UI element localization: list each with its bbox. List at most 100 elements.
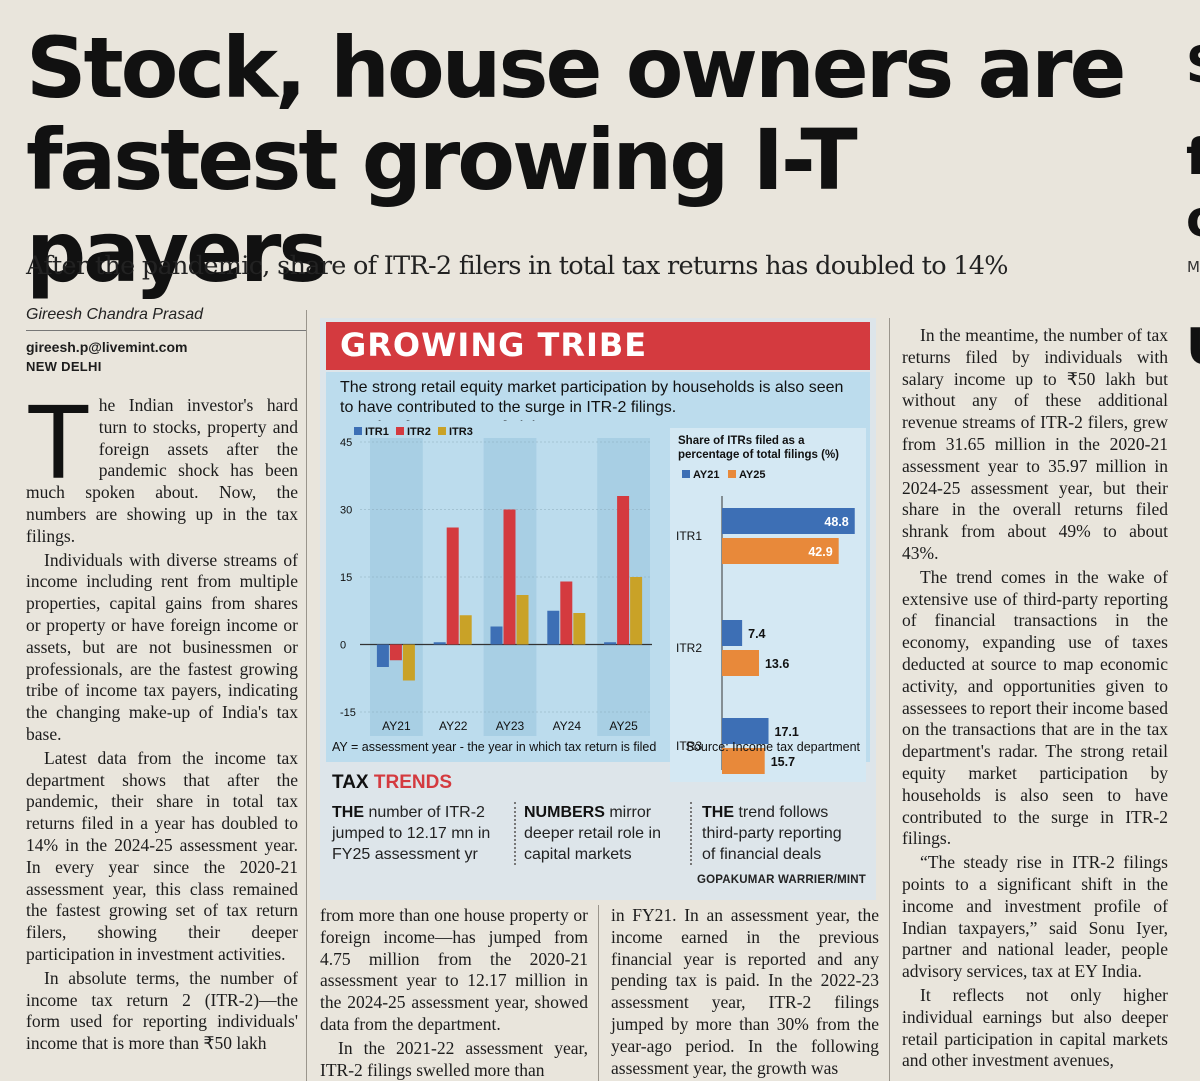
y-tick-label: 0 (340, 640, 346, 652)
trend-item: THE number of ITR-2 jumped to 12.17 mn i… (332, 802, 500, 865)
legend-swatch-itr3 (438, 427, 446, 435)
article-paragraph: in FY21. In an assessment year, the inco… (611, 905, 879, 1078)
trend-text: trend follows third-party reporting of f… (702, 804, 842, 863)
article-paragraph: In absolute terms, the number of income … (26, 967, 298, 1054)
lead-text: he Indian investor's hard turn to stocks… (26, 395, 298, 546)
tax-trends-title-a: TAX (332, 772, 369, 793)
x-tick-label: AY24 (553, 719, 582, 733)
year-band (370, 438, 423, 736)
drop-cap: T (26, 383, 91, 501)
article-paragraph: In the 2021-22 assessment year, ITR-2 fi… (320, 1037, 588, 1080)
adjacent-article-edge: S f o M U (1180, 0, 1200, 1081)
hbar-value-label: 7.4 (748, 627, 765, 641)
bar-itr2-ay22 (446, 527, 459, 645)
column-rule (598, 905, 599, 1081)
bar-itr3-ay22 (459, 615, 472, 645)
x-tick-label: AY25 (609, 719, 638, 733)
bar-itr2-ay24 (560, 581, 573, 645)
hbar-value-label: 42.9 (808, 545, 832, 559)
hbar-value-label: 13.6 (765, 657, 789, 671)
article-paragraph: Latest data from the income tax departme… (26, 747, 298, 964)
chart-panel: The strong retail equity market particip… (326, 372, 870, 782)
charts-svg: Year-on-year growth in ITR filings (%) IT… (332, 420, 866, 782)
byline: Gireesh Chandra Prasad gireesh.p@livemin… (26, 306, 306, 374)
article-paragraph: In the meantime, the number of tax retur… (902, 325, 1168, 563)
share-category-label: ITR3 (676, 739, 702, 753)
x-tick-label: AY21 (382, 719, 411, 733)
hbar-itr1-ay25 (722, 538, 839, 564)
bar-itr3-ay25 (630, 577, 643, 645)
hbar-value-label: 15.7 (771, 755, 795, 769)
hbar-value-label: 17.1 (775, 725, 799, 739)
infographic-banner: GROWING TRIBE (326, 322, 870, 370)
legend-swatch-itr2 (396, 427, 404, 435)
legend-label-ay21: AY21 (693, 469, 720, 481)
chart-source: Source: Income tax department (685, 740, 860, 754)
article-column-3: in FY21. In an assessment year, the inco… (611, 905, 879, 1081)
bar-itr2-ay23 (503, 509, 516, 645)
headline-line-2: fastest growing I-T payers (26, 111, 858, 301)
subheadline: After the pandemic, share of ITR-2 filer… (26, 251, 1009, 281)
tax-trends-title: TAX TRENDS (332, 772, 452, 794)
cut-off-glyph: S (1186, 36, 1200, 94)
chart-1-title: Year-on-year growth in ITR filings (%) (332, 420, 537, 421)
cut-off-glyph: f (1186, 128, 1200, 186)
trend-text: mirror deeper retail role in capital mar… (524, 804, 661, 863)
y-tick-label: 45 (340, 437, 352, 449)
infographic: GROWING TRIBE The strong retail equity m… (320, 318, 876, 900)
author-email: gireesh.p@livemint.com (26, 339, 188, 355)
article-paragraph: Individuals with diverse streams of inco… (26, 549, 298, 744)
bar-itr3-ay21 (402, 644, 415, 681)
article-column-4: In the meantime, the number of tax retur… (902, 325, 1168, 1074)
legend-swatch-ay21 (682, 470, 690, 478)
hbar-value-label: 48.8 (824, 515, 848, 529)
article-paragraph: It reflects not only higher individual e… (902, 984, 1168, 1071)
column-rule (889, 318, 890, 1081)
trend-item: THE trend follows third-party reporting … (690, 802, 858, 865)
legend-label-itr3: ITR3 (449, 426, 473, 438)
cut-off-glyph: o (1186, 190, 1200, 248)
article-paragraph: The trend comes in the wake of extensive… (902, 566, 1168, 849)
infographic-deck: The strong retail equity market particip… (340, 379, 844, 416)
bar-itr2-ay25 (617, 496, 630, 645)
bar-itr1-ay25 (604, 642, 617, 645)
share-category-label: ITR2 (676, 641, 702, 655)
legend-label-itr1: ITR1 (365, 426, 389, 438)
trend-lead: THE (702, 804, 734, 821)
graphic-credit: GOPAKUMAR WARRIER/MINT (696, 874, 866, 886)
trend-lead: NUMBERS (524, 804, 605, 821)
share-category-label: ITR1 (676, 529, 702, 543)
cut-off-glyph: M (1187, 258, 1200, 276)
bar-itr3-ay23 (516, 595, 529, 645)
legend-swatch-itr1 (354, 427, 362, 435)
bar-itr1-ay23 (490, 626, 503, 645)
trend-lead: THE (332, 804, 364, 821)
bar-itr1-ay22 (433, 642, 446, 645)
cut-off-glyph: U (1186, 318, 1200, 376)
bar-itr1-ay21 (376, 644, 389, 667)
dateline: NEW DELHI (26, 359, 102, 374)
chart-2-title-line-2: percentage of total filings (%) (678, 449, 839, 461)
bar-itr3-ay24 (573, 613, 586, 645)
article-paragraph: “The steady rise in ITR-2 filings points… (902, 852, 1168, 982)
hbar-itr3-ay21 (722, 718, 769, 744)
legend-swatch-ay25 (728, 470, 736, 478)
y-tick-label: 30 (340, 505, 352, 517)
chart-footnote: AY = assessment year - the year in which… (332, 740, 657, 754)
hbar-itr3-ay25 (722, 748, 765, 774)
y-tick-label: 15 (340, 572, 352, 584)
headline: Stock, house owners are fastest growing … (26, 22, 1166, 298)
trend-text: number of ITR-2 jumped to 12.17 mn in FY… (332, 804, 491, 863)
hbar-itr1-ay21 (722, 508, 855, 534)
legend-label-ay25: AY25 (739, 469, 766, 481)
author-name: Gireesh Chandra Prasad (26, 306, 306, 331)
y-tick-label: -15 (340, 707, 356, 719)
infographic-title: GROWING TRIBE (340, 326, 648, 364)
headline-line-1: Stock, house owners are (26, 19, 1127, 117)
bar-itr1-ay24 (547, 610, 560, 645)
bar-itr2-ay21 (389, 644, 402, 661)
legend-label-itr2: ITR2 (407, 426, 431, 438)
